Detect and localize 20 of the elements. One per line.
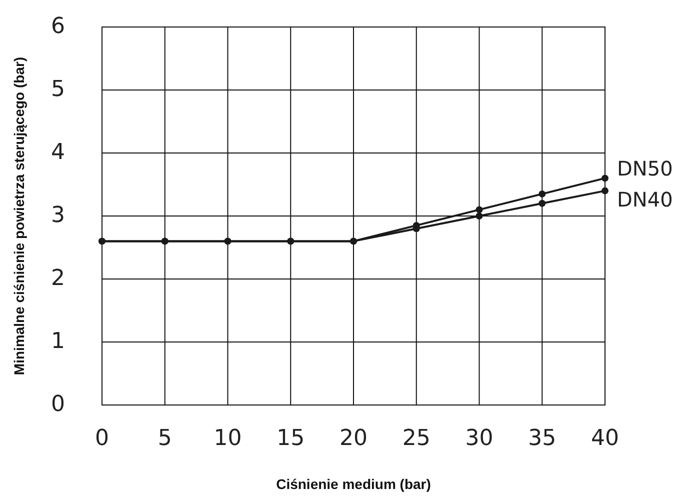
y-tick-label: 1: [51, 329, 65, 354]
x-tick-label: 40: [591, 426, 619, 451]
x-tick-label: 35: [528, 426, 556, 451]
y-tick-label: 3: [51, 203, 65, 228]
x-tick-label: 20: [340, 426, 368, 451]
x-tick-label: 30: [465, 426, 494, 451]
y-tick-label: 5: [51, 77, 65, 102]
series-label: DN50: [617, 156, 673, 181]
y-axis-title: Minimalne ciśnienie powietrza sterującego (bar): [11, 56, 27, 376]
x-tick-label: 15: [276, 426, 305, 451]
y-tick-label: 0: [51, 392, 65, 418]
x-axis-title: Ciśnienie medium (bar): [276, 476, 431, 492]
y-tick-label: 2: [51, 266, 65, 292]
y-tick-label: 4: [51, 140, 65, 166]
series-label: DN40: [617, 187, 673, 212]
y-tick-label: 6: [51, 14, 65, 40]
x-tick-label: 5: [158, 426, 172, 451]
x-tick-label: 25: [402, 426, 430, 451]
x-tick-label: 10: [214, 426, 242, 451]
x-tick-label: 0: [95, 426, 109, 451]
